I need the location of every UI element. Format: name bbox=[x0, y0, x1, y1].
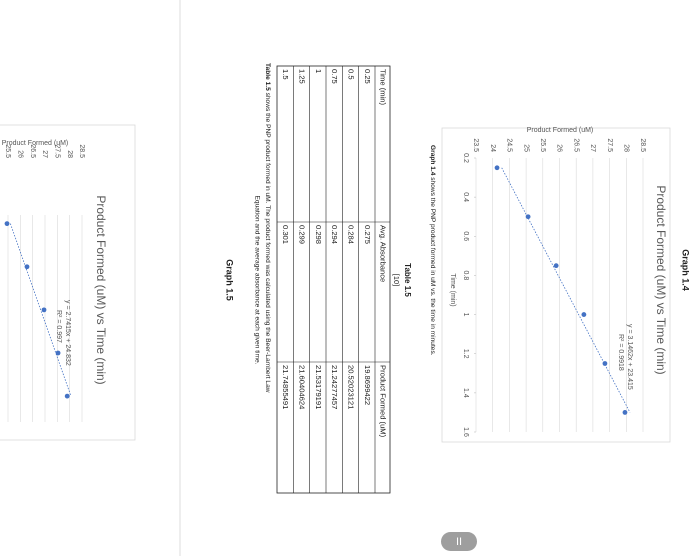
table-cell: 21.24277457 bbox=[330, 365, 339, 409]
y-tick-label: 25.5 bbox=[4, 144, 11, 158]
data-point bbox=[602, 361, 608, 366]
table-cell: 21.74855491 bbox=[281, 365, 290, 409]
y-axis-title: Product Formed (uM) bbox=[527, 127, 594, 134]
table-cell: 21.53179191 bbox=[314, 365, 323, 409]
y-tick-label: 27.5 bbox=[53, 144, 60, 158]
data-point bbox=[55, 350, 61, 356]
y-axis-title: Product Formed (uM) bbox=[2, 140, 69, 147]
table-cell: 0.294 bbox=[330, 225, 339, 244]
y-tick-label: 28 bbox=[66, 150, 73, 158]
table-cell: 21.60404624 bbox=[298, 365, 307, 409]
chart-title: Product Formed (uM) vs Time (min) bbox=[654, 185, 668, 374]
heading: Graph 1.5 bbox=[225, 259, 235, 301]
table-cell: 0.5 bbox=[347, 69, 356, 80]
y-tick-label: 28.5 bbox=[78, 144, 85, 158]
data-point bbox=[24, 264, 30, 270]
table-cell: 1 bbox=[314, 69, 323, 73]
y-tick-label: 23.5 bbox=[472, 138, 479, 152]
data-point bbox=[64, 393, 70, 399]
table-cell: 0.284 bbox=[347, 225, 356, 244]
pause-button[interactable] bbox=[441, 532, 477, 551]
x-tick-label: 1 bbox=[462, 313, 469, 317]
x-tick-label: 0.2 bbox=[462, 153, 469, 163]
data-point bbox=[494, 165, 500, 171]
table-header: Time (min) bbox=[379, 69, 388, 105]
data-point bbox=[4, 221, 10, 227]
caption: Graph 1.4 shows the PNP product formed i… bbox=[429, 145, 436, 356]
caption-label: Table 1.5 bbox=[264, 63, 271, 91]
trendline bbox=[9, 223, 72, 397]
trendline-r-squared: R² = 0.997 bbox=[55, 310, 62, 343]
table-cell: 0.275 bbox=[363, 225, 372, 244]
table-title: Table 1.5 bbox=[403, 263, 412, 297]
x-tick-label: 1.6 bbox=[462, 427, 469, 437]
table-header: Product Formed (uM) bbox=[379, 365, 388, 438]
y-tick-label: 24.5 bbox=[506, 138, 513, 152]
y-tick-label: 25 bbox=[522, 144, 529, 152]
data-point bbox=[581, 312, 587, 317]
caption-label: Graph 1.4 bbox=[429, 145, 436, 176]
x-tick-label: 0.6 bbox=[462, 231, 469, 241]
table-cell: 1.25 bbox=[298, 69, 307, 84]
table-reference: [10] bbox=[392, 274, 401, 287]
trendline bbox=[501, 167, 631, 413]
y-tick-label: 27.5 bbox=[606, 138, 613, 152]
chart-frame bbox=[0, 124, 136, 441]
x-tick-label: 0.8 bbox=[462, 271, 469, 281]
y-tick-label: 26.5 bbox=[29, 144, 36, 158]
pause-label: II bbox=[456, 536, 462, 548]
y-tick-label: 26.5 bbox=[572, 138, 579, 152]
data-point bbox=[622, 410, 628, 415]
caption-text: shows the PNP product formed in uM vs. t… bbox=[429, 175, 436, 355]
y-tick-label: 28.5 bbox=[639, 138, 646, 152]
y-tick-label: 27 bbox=[41, 150, 48, 158]
table-cell: 0.299 bbox=[298, 225, 307, 244]
table-cell: 1.5 bbox=[281, 69, 290, 80]
y-tick-label: 26 bbox=[556, 144, 563, 152]
table-border bbox=[276, 65, 391, 494]
heading: Graph 1.4 bbox=[681, 249, 691, 291]
table-header: Avg. Absorbance bbox=[379, 225, 388, 282]
rotated-document: Graph 1.4 Graph 1.5 Graph 1.4 shows the … bbox=[0, 63, 691, 494]
y-tick-label: 28 bbox=[622, 144, 629, 152]
chart-title: Product Formed (uM) vs Time (min) bbox=[94, 195, 108, 384]
x-axis-title: Time (min) bbox=[449, 273, 456, 306]
x-tick-label: 0.4 bbox=[462, 192, 469, 202]
y-tick-label: 27 bbox=[589, 144, 596, 152]
table-cell: 20.52023121 bbox=[347, 365, 356, 409]
y-tick-label: 26 bbox=[16, 150, 23, 158]
table-cell: 0.75 bbox=[330, 69, 339, 84]
data-point bbox=[41, 307, 47, 313]
y-tick-label: 25.5 bbox=[539, 138, 546, 152]
caption: Table 1.5 shows the PNP product formed i… bbox=[264, 63, 271, 393]
table-cell: 0.298 bbox=[314, 225, 323, 244]
table-cell: 0.301 bbox=[281, 225, 290, 244]
table-cell: 19.8699422 bbox=[363, 365, 372, 405]
caption-text: Equation and the average absorbance at e… bbox=[253, 196, 260, 365]
table-cell: 0.25 bbox=[363, 69, 372, 84]
chart-frame bbox=[441, 127, 671, 443]
trendline-equation: y = 2.7415x + 24.832 bbox=[64, 300, 71, 366]
data-point bbox=[525, 214, 531, 220]
caption-text: shows the PNP product formed in uM. The … bbox=[264, 91, 271, 393]
trendline-r-squared: R² = 0.9918 bbox=[617, 334, 624, 371]
y-tick-label: 24 bbox=[489, 144, 496, 152]
x-tick-label: 1.2 bbox=[462, 349, 469, 359]
data-point bbox=[553, 263, 559, 269]
trendline-equation: y = 3.1462x + 23.415 bbox=[626, 324, 633, 390]
x-tick-label: 1.4 bbox=[462, 388, 469, 398]
